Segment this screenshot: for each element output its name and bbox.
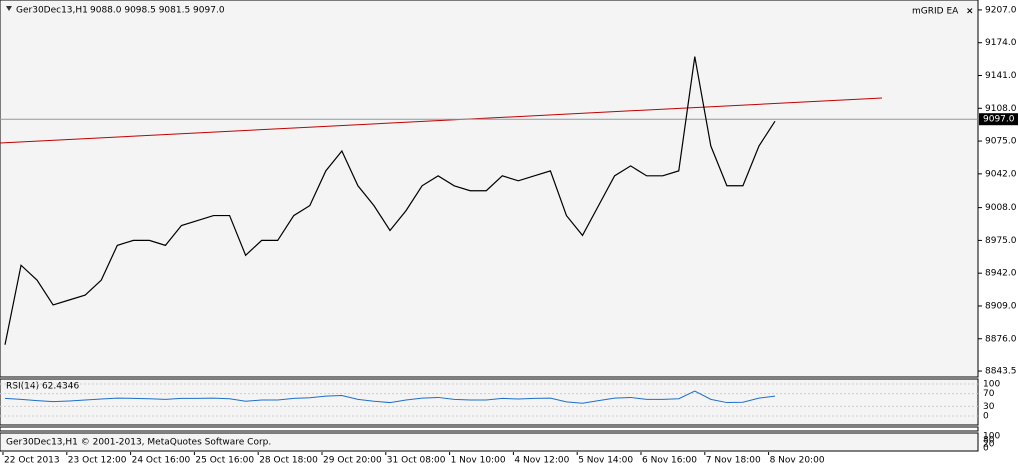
price-label: 8843.5 bbox=[985, 367, 1017, 377]
rsi-pane bbox=[0, 378, 979, 426]
expert-name: mGRID EA bbox=[912, 7, 959, 17]
price-label: 9141.0 bbox=[985, 71, 1017, 81]
time-label: 29 Oct 20:00 bbox=[323, 456, 382, 466]
time-label: 7 Nov 18:00 bbox=[706, 456, 761, 466]
stoch-tick: 0 bbox=[983, 444, 989, 454]
price-label: 9174.0 bbox=[985, 38, 1017, 48]
time-label: 24 Oct 16:00 bbox=[132, 456, 191, 466]
price-label: 8942.0 bbox=[985, 269, 1017, 279]
price-line bbox=[4, 56, 776, 345]
stoch-tick: 100 bbox=[983, 432, 1000, 442]
time-label: 1 Nov 10:00 bbox=[451, 456, 506, 466]
rsi-line bbox=[4, 390, 776, 404]
price-label: 8876.0 bbox=[985, 334, 1017, 344]
current-price: 9097.0 bbox=[983, 115, 1015, 125]
price-label: 9207.0 bbox=[985, 5, 1017, 15]
ohlc: 9088.0 9098.5 9081.5 9097.0 bbox=[90, 6, 225, 16]
price-label: 9075.0 bbox=[985, 137, 1017, 147]
time-label: 6 Nov 16:00 bbox=[642, 456, 697, 466]
time-label: 4 Nov 12:00 bbox=[514, 456, 569, 466]
separator bbox=[0, 426, 979, 432]
time-label: 22 Oct 2013 bbox=[4, 456, 60, 466]
close-expert[interactable]: × bbox=[966, 7, 974, 17]
stoch-tick: 20 bbox=[983, 440, 995, 450]
symbol: Ger30Dec13,H1 bbox=[16, 6, 88, 16]
time-label: 25 Oct 16:00 bbox=[195, 456, 254, 466]
trend-line bbox=[0, 97, 883, 144]
time-label: 23 Oct 12:00 bbox=[68, 456, 127, 466]
price-label: 8909.0 bbox=[985, 301, 1017, 311]
rsi-tick: 100 bbox=[983, 380, 1000, 390]
price-label: 9008.0 bbox=[985, 203, 1017, 213]
time-label: 31 Oct 08:00 bbox=[387, 456, 446, 466]
rsi-tick: 30 bbox=[983, 402, 995, 412]
rsi-label: RSI(14) 62.4346 bbox=[6, 382, 79, 392]
time-label: 8 Nov 20:00 bbox=[770, 456, 825, 466]
price-label: 9042.0 bbox=[985, 169, 1017, 179]
price-label: 8975.0 bbox=[985, 236, 1017, 246]
rsi-tick: 0 bbox=[983, 412, 989, 422]
price-label: 9108.0 bbox=[985, 104, 1017, 114]
copyright: Ger30Dec13,H1 © 2001-2013, MetaQuotes So… bbox=[6, 438, 271, 448]
menu-icon bbox=[6, 6, 12, 11]
stoch-pane bbox=[0, 432, 979, 452]
current-price-box bbox=[979, 113, 1018, 126]
stoch-tick: 80 bbox=[983, 436, 995, 446]
time-label: 5 Nov 14:00 bbox=[578, 456, 633, 466]
rsi-tick: 70 bbox=[983, 389, 995, 399]
time-label: 28 Oct 18:00 bbox=[259, 456, 318, 466]
